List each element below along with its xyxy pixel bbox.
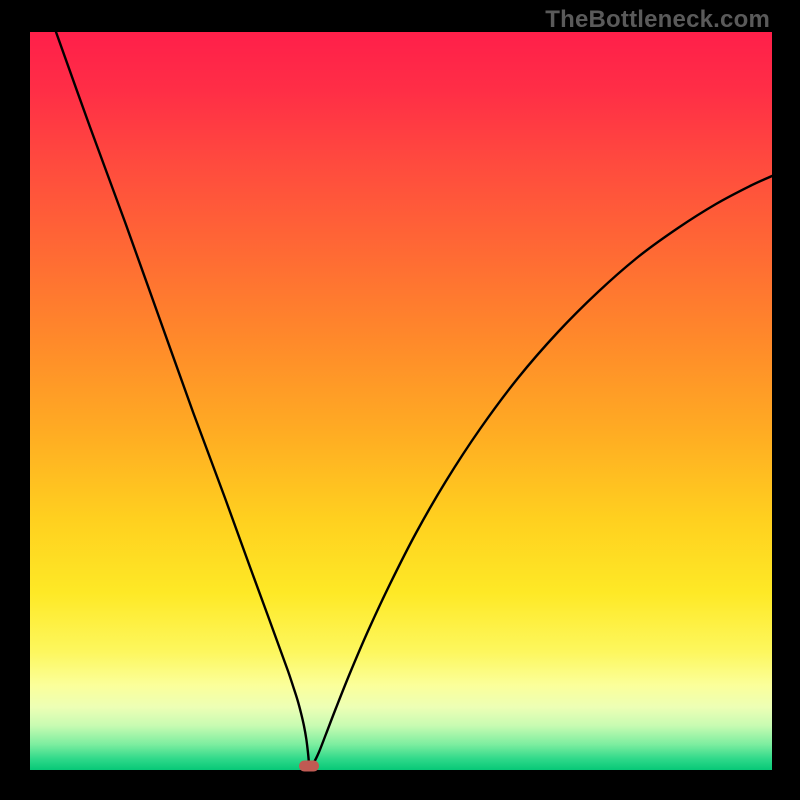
v-curve-path xyxy=(56,32,772,766)
watermark-text: TheBottleneck.com xyxy=(545,6,770,34)
min-marker xyxy=(299,761,319,772)
plot-area xyxy=(30,32,772,770)
curve-svg xyxy=(30,32,772,770)
chart-container: TheBottleneck.com xyxy=(0,0,800,800)
